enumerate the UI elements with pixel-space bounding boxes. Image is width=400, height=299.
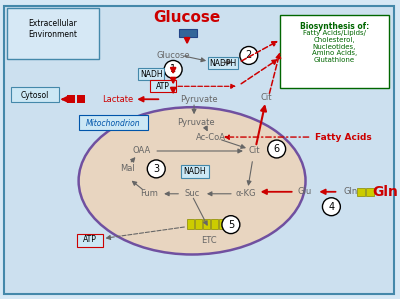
FancyBboxPatch shape (181, 165, 209, 178)
Circle shape (322, 198, 340, 216)
Circle shape (222, 216, 240, 234)
Text: Gln: Gln (343, 187, 358, 196)
FancyBboxPatch shape (219, 219, 226, 229)
Text: 1: 1 (170, 64, 176, 74)
Text: Mitochondrion: Mitochondrion (86, 119, 141, 128)
Text: Fum: Fum (140, 189, 158, 198)
Text: Glucose: Glucose (154, 10, 221, 25)
Text: Fatty Acids/Lipids/: Fatty Acids/Lipids/ (303, 30, 366, 36)
Text: 5: 5 (228, 220, 234, 230)
Text: Cit: Cit (261, 93, 272, 102)
FancyBboxPatch shape (280, 15, 389, 88)
Text: Glucose: Glucose (156, 51, 190, 60)
Text: OAA: OAA (132, 147, 150, 155)
Text: 3: 3 (153, 164, 159, 174)
Text: Extracellular
Environment: Extracellular Environment (28, 19, 77, 39)
FancyBboxPatch shape (208, 57, 238, 69)
FancyBboxPatch shape (67, 95, 75, 103)
Text: Cit: Cit (248, 147, 260, 155)
Text: Nucleotides,: Nucleotides, (313, 44, 356, 50)
FancyBboxPatch shape (150, 80, 176, 92)
Text: ETC: ETC (201, 236, 217, 245)
Ellipse shape (79, 107, 306, 254)
FancyBboxPatch shape (179, 29, 197, 36)
FancyBboxPatch shape (79, 115, 148, 130)
Text: Cholesterol,: Cholesterol, (314, 36, 355, 42)
Text: ATP: ATP (83, 235, 96, 244)
Text: ATP: ATP (156, 82, 170, 91)
Text: Pyruvate: Pyruvate (177, 118, 215, 127)
Text: Mal: Mal (120, 164, 135, 173)
Text: Glutathione: Glutathione (314, 57, 355, 63)
Text: 4: 4 (328, 202, 334, 212)
Text: Gln: Gln (372, 185, 398, 199)
FancyBboxPatch shape (357, 188, 365, 196)
Text: Cytosol: Cytosol (21, 91, 49, 100)
FancyBboxPatch shape (77, 234, 104, 247)
Text: NADPH: NADPH (209, 59, 236, 68)
Text: NADH: NADH (184, 167, 206, 176)
Text: Ac-CoA: Ac-CoA (196, 132, 226, 141)
FancyBboxPatch shape (77, 95, 84, 103)
FancyBboxPatch shape (203, 219, 210, 229)
Text: Biosynthesis of:: Biosynthesis of: (300, 22, 369, 30)
Text: Pyruvate: Pyruvate (180, 95, 218, 104)
Circle shape (268, 140, 286, 158)
Text: NADH: NADH (140, 70, 162, 79)
Circle shape (164, 60, 182, 78)
FancyBboxPatch shape (11, 87, 59, 102)
FancyBboxPatch shape (366, 188, 374, 196)
Text: 2: 2 (246, 51, 252, 60)
Text: 6: 6 (274, 144, 280, 154)
FancyBboxPatch shape (4, 6, 394, 294)
Text: Amino Acids,: Amino Acids, (312, 51, 357, 57)
FancyBboxPatch shape (211, 219, 218, 229)
Text: Glu: Glu (298, 187, 312, 196)
Text: α-KG: α-KG (236, 189, 256, 198)
Circle shape (240, 47, 258, 64)
Text: Fatty Acids: Fatty Acids (315, 132, 372, 141)
Text: Suc: Suc (184, 189, 200, 198)
FancyBboxPatch shape (195, 219, 202, 229)
FancyBboxPatch shape (138, 68, 164, 80)
FancyBboxPatch shape (187, 219, 194, 229)
FancyBboxPatch shape (7, 8, 98, 60)
Circle shape (147, 160, 165, 178)
Text: Lactate: Lactate (102, 95, 133, 104)
